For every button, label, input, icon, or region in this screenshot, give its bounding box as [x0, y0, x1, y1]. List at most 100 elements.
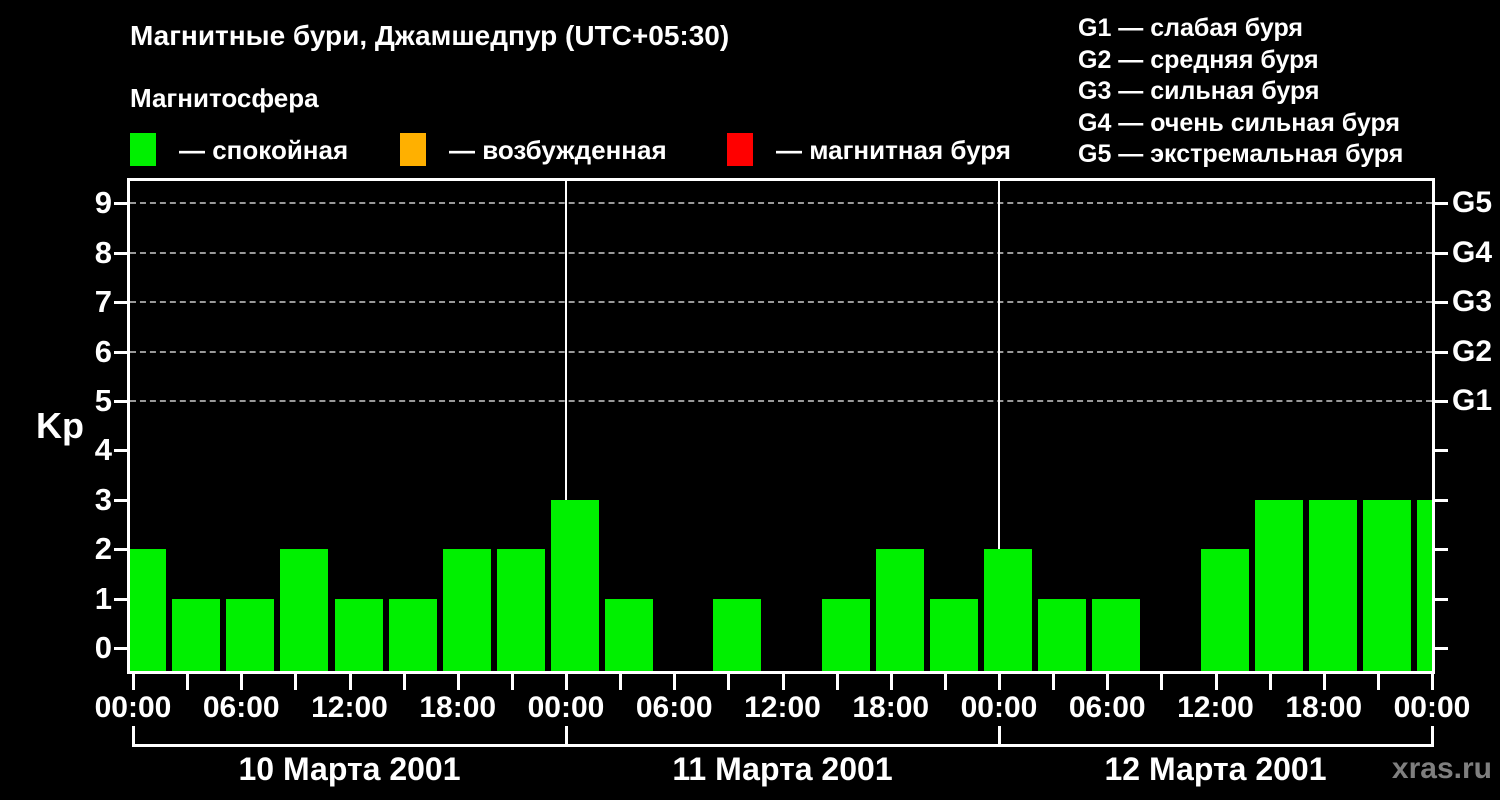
- y-tick-label: 4: [94, 432, 112, 468]
- x-tick-label: 12:00: [744, 691, 821, 724]
- date-bracket-tick: [132, 726, 135, 747]
- y-axis-tick: [114, 400, 127, 403]
- kp-bar: [605, 598, 654, 671]
- x-tick-label: 18:00: [852, 691, 930, 724]
- x-axis-tick: [1052, 674, 1056, 690]
- gridline-kp5: [130, 400, 1432, 402]
- y-axis-tick-right: [1435, 251, 1448, 255]
- gridline-kp6: [130, 350, 1432, 353]
- x-tick-label: 00:00: [94, 691, 172, 724]
- y-tick-label: 9: [94, 185, 112, 221]
- y-axis-tick: [114, 449, 127, 453]
- date-label: 12 Марта 2001: [1104, 751, 1327, 787]
- y-axis-tick-right: [1435, 449, 1448, 453]
- legend-item-label: — спокойная: [179, 135, 349, 165]
- x-axis-tick: [294, 674, 298, 690]
- x-axis-tick: [186, 674, 190, 690]
- storm-scale-legend: G1 — слабая буря G2 — средняя буря G3 — …: [1078, 13, 1403, 171]
- page-title: Магнитные бури, Джамшедпур (UTC+05:30): [130, 20, 730, 51]
- gridline-kp7: [130, 301, 1432, 304]
- x-axis-tick: [1214, 674, 1218, 690]
- g-scale-label-g2: G2: [1452, 334, 1493, 368]
- kp-bar: [1254, 499, 1303, 671]
- y-axis-tick-right: [1435, 350, 1448, 354]
- x-tick-label: 00:00: [527, 691, 605, 724]
- y-axis-tick: [114, 548, 127, 552]
- x-axis-tick: [132, 674, 135, 690]
- kp-bar: [551, 499, 599, 671]
- y-axis-tick: [114, 597, 127, 601]
- x-axis-tick: [240, 674, 244, 690]
- x-axis-tick: [727, 674, 731, 690]
- plot-border: [127, 178, 1435, 674]
- x-axis-tick: [1431, 674, 1434, 690]
- day-boundary-line: [998, 181, 1000, 671]
- x-axis-tick: [348, 674, 352, 690]
- y-tick-label: 8: [94, 234, 112, 270]
- y-axis-title: Kp: [36, 405, 84, 446]
- y-axis-tick-right: [1435, 202, 1448, 206]
- x-tick-label: 06:00: [1068, 691, 1146, 724]
- y-tick-label: 0: [94, 630, 112, 665]
- x-tick-label: 06:00: [635, 691, 713, 724]
- kp-bar: [1038, 598, 1087, 671]
- kp-bar: [334, 598, 383, 671]
- x-tick-label: 06:00: [202, 691, 280, 724]
- storm-color-swatch: [727, 133, 753, 166]
- x-axis-tick: [835, 674, 839, 690]
- x-axis-tick: [402, 674, 406, 690]
- y-axis-tick: [114, 647, 127, 650]
- x-axis-tick: [619, 674, 623, 690]
- x-axis-tick: [1106, 674, 1110, 690]
- plot-area: [130, 181, 1432, 671]
- x-tick-label: 12:00: [311, 691, 388, 724]
- legend-item-label: — магнитная буря: [776, 135, 1011, 165]
- x-axis-tick: [781, 674, 785, 690]
- x-axis-tick: [1376, 674, 1380, 690]
- kp-bar: [130, 549, 166, 671]
- y-axis-tick: [114, 350, 127, 354]
- x-tick-label: 00:00: [960, 691, 1038, 724]
- magnetosphere-subtitle: Магнитосфера: [130, 83, 319, 113]
- x-axis-tick: [1268, 674, 1272, 690]
- kp-bar: [226, 598, 275, 671]
- y-tick-label: 5: [94, 383, 112, 418]
- kp-bar: [442, 549, 491, 671]
- x-axis-tick: [998, 674, 1001, 690]
- storm-scale-g5: G5 — экстремальная буря: [1078, 140, 1404, 169]
- quiet-color-swatch: [130, 133, 156, 166]
- date-bracket: [133, 744, 1432, 747]
- y-axis-tick: [114, 301, 127, 305]
- date-bracket-tick: [565, 726, 568, 747]
- x-axis-tick: [565, 674, 568, 690]
- x-axis-tick: [673, 674, 677, 690]
- x-axis-tick: [889, 674, 893, 690]
- date-label: 10 Марта 2001: [238, 751, 461, 787]
- x-axis-tick: [456, 674, 460, 690]
- y-axis-tick: [114, 251, 127, 255]
- y-axis-tick: [114, 498, 127, 502]
- kp-bar: [713, 598, 762, 671]
- g-scale-label-g1: G1: [1452, 384, 1493, 417]
- kp-bar: [280, 549, 329, 671]
- x-tick-label: 00:00: [1393, 691, 1471, 724]
- x-tick-label: 12:00: [1177, 691, 1254, 724]
- y-axis-tick-right: [1435, 498, 1448, 502]
- kp-bar: [875, 549, 924, 671]
- y-axis-tick-right: [1435, 597, 1448, 601]
- kp-bar: [1417, 499, 1432, 671]
- y-axis-tick-right: [1435, 400, 1448, 403]
- kp-bar: [821, 598, 870, 671]
- legend-item-label: — возбужденная: [449, 135, 667, 165]
- x-axis-tick: [1322, 674, 1326, 690]
- kp-bar: [984, 549, 1032, 671]
- y-tick-label: 2: [94, 531, 112, 567]
- y-axis-tick-right: [1435, 647, 1448, 650]
- x-tick-label: 18:00: [419, 691, 497, 724]
- storm-scale-g4: G4 — очень сильная буря: [1078, 108, 1400, 137]
- y-axis-tick-right: [1435, 301, 1448, 305]
- unsettled-color-swatch: [400, 133, 426, 166]
- x-axis-tick: [1160, 674, 1164, 690]
- date-label: 11 Марта 2001: [672, 751, 893, 787]
- kp-bar: [496, 549, 545, 671]
